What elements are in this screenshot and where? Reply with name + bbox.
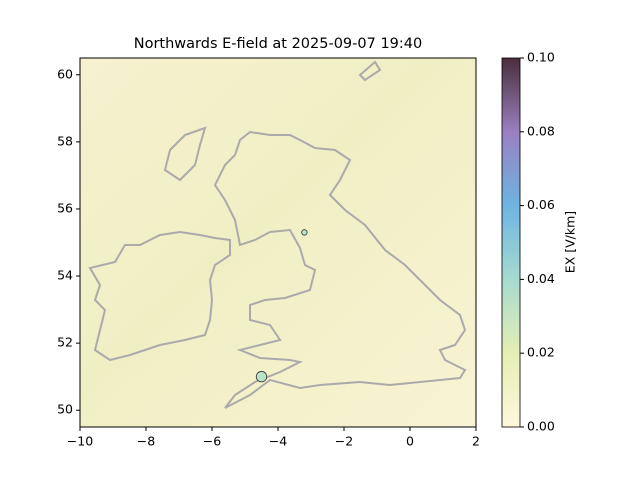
y-tick-label: 58	[57, 133, 73, 148]
y-tick-label: 60	[57, 66, 73, 81]
colorbar	[501, 57, 521, 428]
colorbar-tick-label: 0.08	[527, 123, 555, 138]
colorbar-tick-label: 0.04	[527, 271, 555, 286]
station-marker	[255, 371, 268, 383]
colorbar-tick-label: 0.06	[527, 197, 555, 212]
x-tick-label: −10	[67, 434, 93, 449]
great-britain-coast	[213, 130, 467, 409]
y-tick-label: 54	[57, 268, 73, 283]
colorbar-label: EX [V/km]	[563, 211, 578, 273]
x-tick-label: 2	[472, 434, 480, 449]
chart-title: Northwards E-field at 2025-09-07 19:40	[134, 36, 423, 52]
colorbar-tick-label: 0.10	[527, 50, 555, 65]
station-marker	[301, 229, 308, 236]
ireland-coast	[88, 230, 231, 362]
y-tick-label: 50	[57, 402, 73, 417]
x-tick-label: 0	[406, 434, 414, 449]
colorbar-tick-label: 0.02	[527, 345, 555, 360]
hebrides-coast	[163, 60, 382, 182]
y-tick-label: 56	[57, 200, 73, 215]
x-tick-label: −2	[335, 434, 353, 449]
coastlines	[88, 60, 467, 409]
y-tick-label: 52	[57, 335, 73, 350]
x-tick-label: −6	[203, 434, 221, 449]
field-background	[80, 58, 476, 427]
x-tick-label: −8	[137, 434, 155, 449]
x-tick-label: −4	[269, 434, 287, 449]
colorbar-tick-label: 0.00	[527, 419, 555, 434]
